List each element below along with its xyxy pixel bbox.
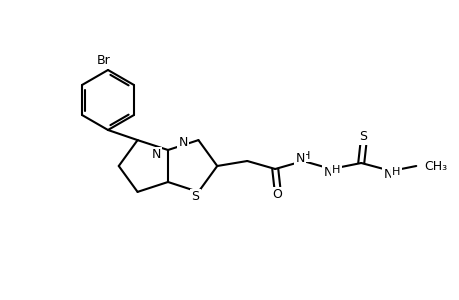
Text: H: H [302, 151, 310, 161]
Text: N: N [323, 166, 332, 178]
Text: H: H [391, 167, 400, 177]
Text: S: S [358, 130, 366, 143]
Text: Br: Br [97, 53, 111, 67]
Text: S: S [191, 190, 199, 203]
Text: N: N [151, 148, 160, 161]
Text: N: N [295, 152, 304, 166]
Text: CH₃: CH₃ [423, 160, 447, 172]
Text: H: H [331, 165, 340, 175]
Text: O: O [272, 188, 281, 202]
Text: N: N [178, 136, 187, 148]
Text: N: N [383, 167, 392, 181]
